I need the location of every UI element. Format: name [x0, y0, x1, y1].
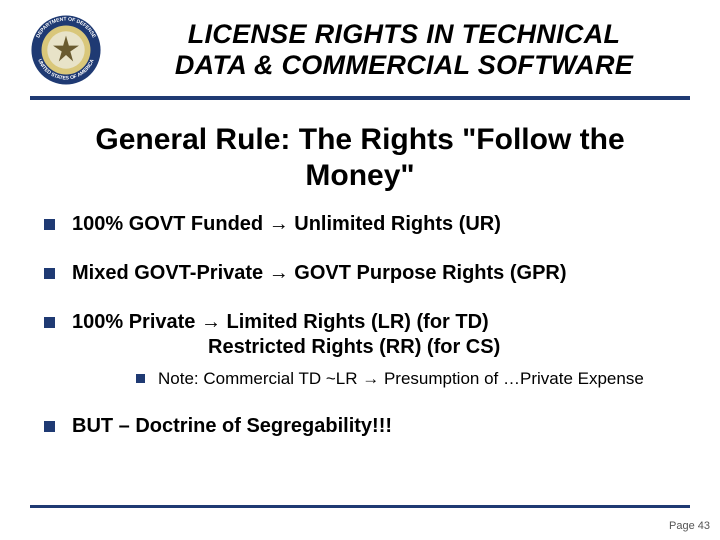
sub-list-item: Note: Commercial TD ~LR → Presumption of… — [132, 368, 682, 390]
dod-seal-icon: DEPARTMENT OF DEFENSE UNITED STATES OF A… — [30, 14, 102, 86]
bullet-list: 100% GOVT Funded → Unlimited Rights (UR)… — [38, 212, 682, 439]
bullet-text-line2: Restricted Rights (RR) (for CS) — [72, 335, 682, 360]
slide: DEPARTMENT OF DEFENSE UNITED STATES OF A… — [0, 0, 720, 540]
divider-bottom — [30, 505, 690, 508]
slide-title: LICENSE RIGHTS IN TECHNICAL DATA & COMME… — [118, 19, 690, 81]
sub-bullet-list: Note: Commercial TD ~LR → Presumption of… — [132, 368, 682, 390]
slide-header: DEPARTMENT OF DEFENSE UNITED STATES OF A… — [0, 0, 720, 86]
divider-top — [30, 96, 690, 100]
sub-bullet-text: Note: Commercial TD ~LR → Presumption of… — [158, 369, 644, 388]
title-line-1: LICENSE RIGHTS IN TECHNICAL — [118, 19, 690, 50]
list-item: Mixed GOVT-Private → GOVT Purpose Rights… — [38, 261, 682, 286]
list-item: 100% GOVT Funded → Unlimited Rights (UR) — [38, 212, 682, 237]
bullet-text: 100% GOVT Funded → Unlimited Rights (UR) — [72, 213, 501, 235]
list-item: BUT – Doctrine of Segregability!!! — [38, 414, 682, 439]
list-item: 100% Private → Limited Rights (LR) (for … — [38, 310, 682, 390]
bullet-text: Mixed GOVT-Private → GOVT Purpose Rights… — [72, 262, 567, 284]
page-number: Page 43 — [669, 520, 710, 532]
title-line-2: DATA & COMMERCIAL SOFTWARE — [118, 50, 690, 81]
slide-body: 100% GOVT Funded → Unlimited Rights (UR)… — [0, 212, 720, 439]
bullet-text: BUT – Doctrine of Segregability!!! — [72, 415, 392, 437]
slide-subtitle: General Rule: The Rights "Follow the Mon… — [40, 122, 680, 194]
bullet-text: 100% Private → Limited Rights (LR) (for … — [72, 311, 489, 333]
